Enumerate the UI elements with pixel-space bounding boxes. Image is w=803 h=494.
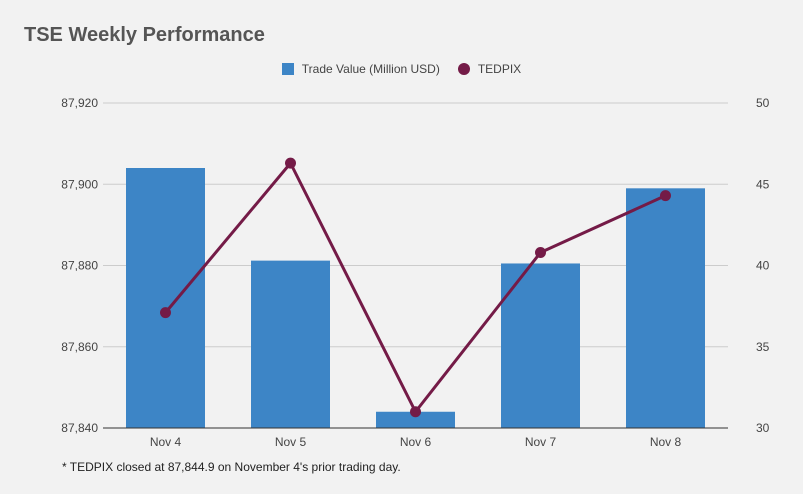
legend-swatch-trade-value [281,63,294,75]
y-left-tick-label: 87,900 [61,177,98,191]
data-point [160,307,171,319]
legend-label-tedpix: TEDPIX [477,62,522,76]
legend-swatch-tedpix [457,63,470,75]
y-left-tick-label: 87,860 [61,340,98,354]
y-left-tick-label: 87,840 [61,421,98,435]
chart-title: TSE Weekly Performance [24,24,265,46]
bar [126,168,205,428]
footnote: * TEDPIX closed at 87,844.9 on November … [62,460,401,474]
bar-layer [126,168,705,428]
y-left-tick-label: 87,920 [61,96,98,110]
y-left-tick-label: 87,880 [61,259,98,273]
y-right-tick-label: 45 [756,177,770,191]
line-layer [160,157,671,418]
y-right-tick-label: 40 [756,259,770,273]
x-tick-label: Nov 5 [275,435,307,449]
legend-item-tedpix[interactable]: TEDPIX [457,62,522,76]
x-tick-label: Nov 6 [400,435,432,449]
bar [626,188,705,428]
data-point [660,190,671,202]
x-tick-label: Nov 4 [150,435,182,449]
axis-layer: 87,840 87,860 87,880 87,900 87,920 30 35 40 45 50… [61,96,769,449]
data-point [410,406,421,418]
data-point [285,157,296,169]
y-right-tick-label: 35 [756,340,770,354]
y-right-tick-label: 30 [756,421,770,435]
bar [251,260,330,428]
data-point [535,247,546,258]
y-right-tick-label: 50 [756,96,770,110]
bar [376,411,455,428]
x-tick-label: Nov 7 [525,435,557,449]
legend-item-trade-value[interactable]: Trade Value (Million USD) [281,62,440,76]
legend: Trade Value (Million USD) TEDPIX [0,62,803,76]
bar [501,263,580,428]
x-tick-label: Nov 8 [650,435,682,449]
legend-label-trade-value: Trade Value (Million USD) [301,62,440,76]
series-line-tedpix [164,161,667,414]
